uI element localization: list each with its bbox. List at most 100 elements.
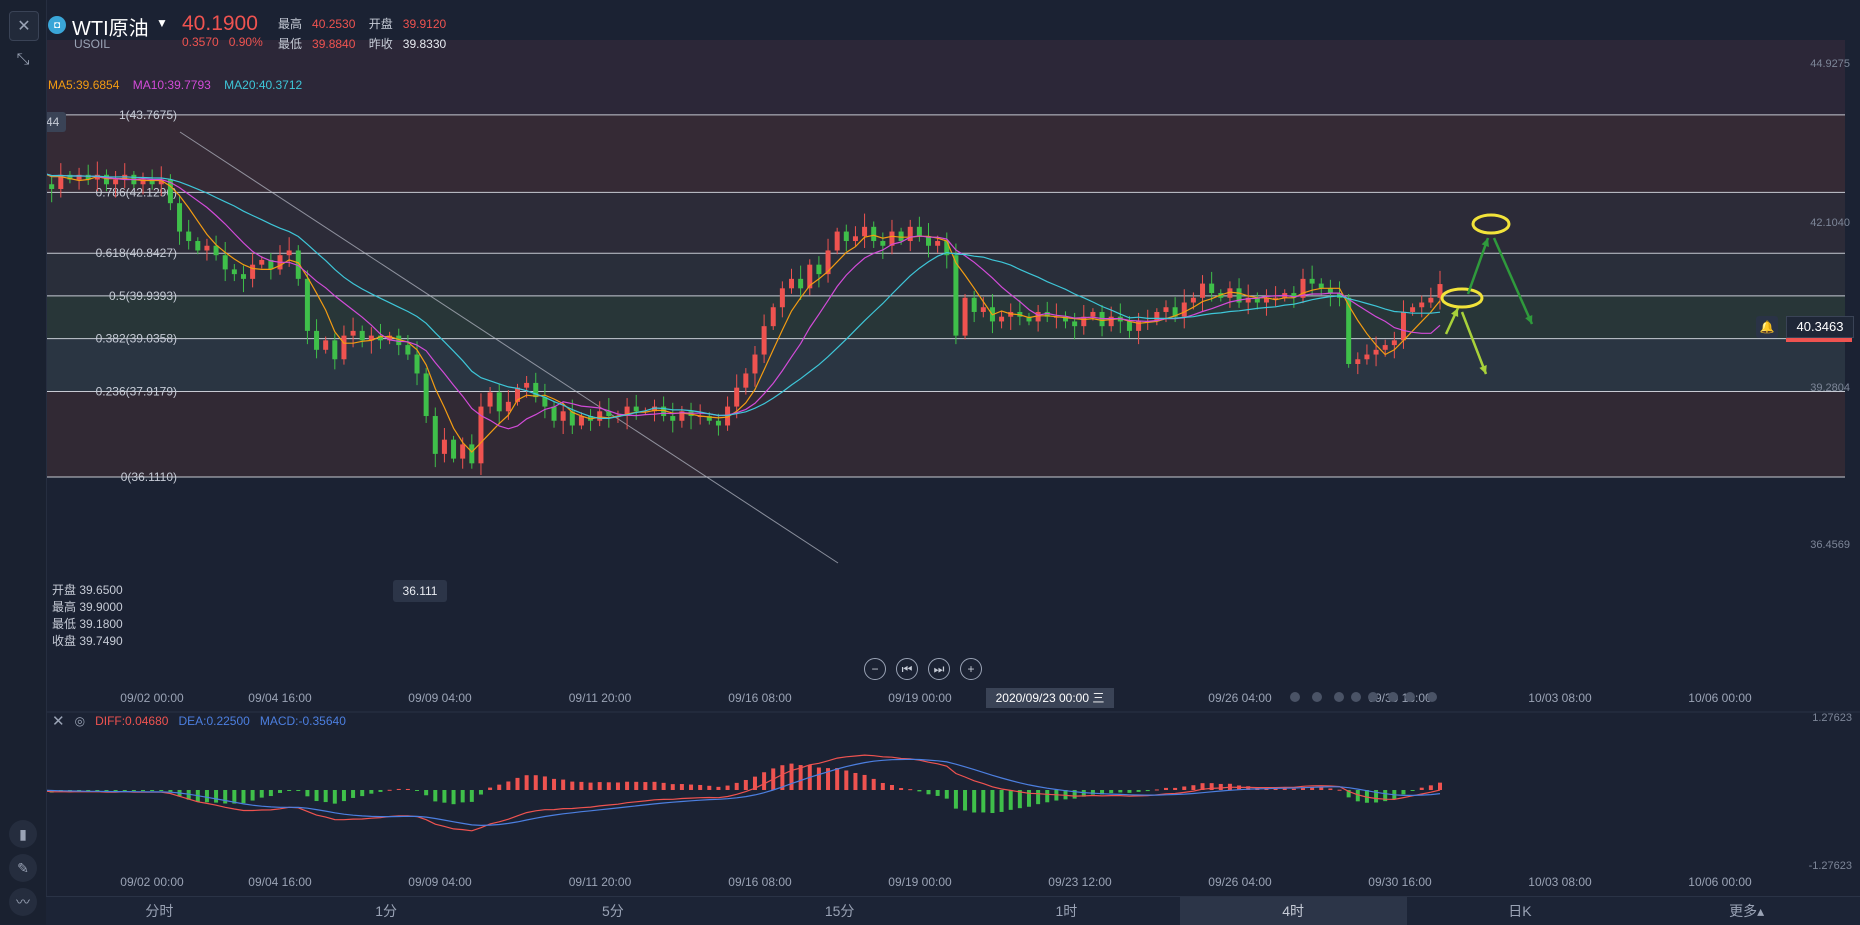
macd-time-axis-label: 09/04 16:00 (248, 875, 312, 889)
macd-hist-bar (615, 782, 620, 790)
fib-zone (46, 253, 1845, 296)
open-label: 开盘 (368, 17, 393, 31)
macd-hist-bar (926, 790, 931, 795)
candle-body (743, 373, 749, 388)
tab-timeframe-0[interactable]: 分时 (145, 903, 174, 919)
candle-body (1309, 278, 1315, 284)
macd-settings-icon[interactable]: ◎ (74, 714, 86, 728)
candle-body (569, 411, 575, 426)
pager-dot (1427, 692, 1437, 702)
pager-dot (1388, 692, 1398, 702)
macd-hist-bar (214, 790, 219, 803)
candle-body (606, 411, 612, 417)
macd-hist-bar (1026, 790, 1031, 807)
macd-hist-bar (871, 778, 876, 790)
macd-hist-bar (552, 778, 557, 790)
macd-hist-bar (826, 768, 831, 790)
zoom-out-button[interactable]: − (864, 658, 886, 680)
line-chart-icon[interactable]: 〰 (9, 888, 37, 916)
macd-time-axis-label: 09/30 16:00 (1368, 875, 1432, 889)
candle-body (1373, 349, 1379, 355)
macd-hist-bar (1163, 787, 1168, 790)
macd-hist-bar (661, 782, 666, 790)
tab-timeframe-3[interactable]: 15分 (824, 903, 855, 919)
time-axis-label: 09/16 08:00 (728, 691, 792, 705)
macd-hist-bar (1100, 790, 1105, 795)
macd-hist-bar (1346, 790, 1351, 798)
macd-hist-bar (387, 789, 392, 791)
macd-hist-bar (606, 782, 611, 790)
ma20-line (5, 169, 1441, 419)
tab-timeframe-4[interactable]: 1时 (1055, 903, 1078, 919)
scroll-start-button[interactable]: ⏮ (896, 658, 918, 680)
candle-body (834, 231, 840, 251)
macd-hist-bar (506, 781, 511, 790)
macd-hist-bar (405, 788, 410, 790)
macd-hist-bar (1127, 790, 1132, 793)
tab-timeframe-2[interactable]: 5分 (601, 903, 624, 919)
macd-axis-top: 1.27623 (1812, 712, 1852, 724)
arrow-up-to-upper (1466, 237, 1490, 295)
macd-hist-bar (899, 788, 904, 790)
cursor-time-bg (986, 688, 1114, 708)
ohlc-high: 最高 39.9000 (52, 600, 123, 614)
candle-body (177, 203, 183, 232)
candle-body (231, 269, 237, 275)
candle-body (304, 278, 310, 331)
macd-hist-bar (433, 790, 438, 802)
tab-timeframe-6[interactable]: 日K (1508, 903, 1532, 919)
macd-hist-bar (1173, 787, 1178, 790)
macd-hist-bar (1273, 788, 1278, 790)
fib-label: 1(43.7675) (119, 108, 177, 122)
draw-pen-icon[interactable]: ✎ (9, 854, 37, 882)
macd-hist-bar (698, 784, 703, 790)
candle-body (268, 259, 274, 270)
macd-hist-bar (469, 790, 474, 802)
macd-hist-bar (707, 785, 712, 790)
candle-body (49, 184, 55, 189)
macd-hist-bar (223, 790, 228, 804)
candle-body (542, 397, 548, 407)
indicator-icon[interactable]: ▮ (9, 820, 37, 848)
candle-body (752, 354, 758, 374)
macd-hist-bar (588, 782, 593, 790)
macd-hist-bar (1191, 785, 1196, 790)
tab-timeframe-5[interactable]: 4时 (1179, 897, 1407, 925)
candle-body (734, 387, 740, 407)
high-value: 40.2530 (312, 17, 356, 31)
arrow-up-to-lower-head (1451, 308, 1459, 317)
candle-body (725, 406, 731, 426)
alert-bell-icon[interactable]: 🔔 (1756, 316, 1778, 338)
candle-body (1254, 297, 1260, 303)
tab-timeframe-7[interactable]: 更多▴ (1729, 903, 1765, 919)
macd-hist-bar (1109, 790, 1114, 794)
candle-body (204, 245, 210, 251)
symbol-name[interactable]: WTI原油 (72, 18, 149, 40)
candle-body (1318, 283, 1324, 289)
macd-hist-bar (1337, 789, 1342, 791)
candle-body (1154, 311, 1160, 322)
macd-hist-bar (1246, 786, 1251, 790)
scroll-end-button[interactable]: ⏭ (928, 658, 950, 680)
candle-body (1190, 297, 1196, 303)
candle-body (259, 259, 265, 265)
candle-body (368, 335, 374, 341)
candle-body (560, 411, 566, 421)
close-icon[interactable]: ✕ (9, 11, 39, 41)
candle-body (423, 373, 429, 417)
macd-hist-bar (415, 790, 420, 791)
zoom-in-button[interactable]: + (960, 658, 982, 680)
low-marker: 36.111 (403, 584, 438, 598)
symbol-dropdown-icon[interactable]: ▼ (156, 16, 168, 30)
tab-timeframe-1[interactable]: 1分 (375, 903, 398, 919)
collapse-icon[interactable]: ⤡ (16, 51, 30, 68)
candle-body (533, 382, 539, 398)
low-marker-bg (393, 580, 447, 602)
prev-close-label: 昨收 (368, 37, 393, 51)
candle-body (843, 231, 849, 242)
candle-body (999, 316, 1005, 322)
candle-body (862, 226, 868, 237)
macd-close-icon[interactable]: ✕ (52, 713, 65, 730)
candle-body (624, 406, 630, 417)
